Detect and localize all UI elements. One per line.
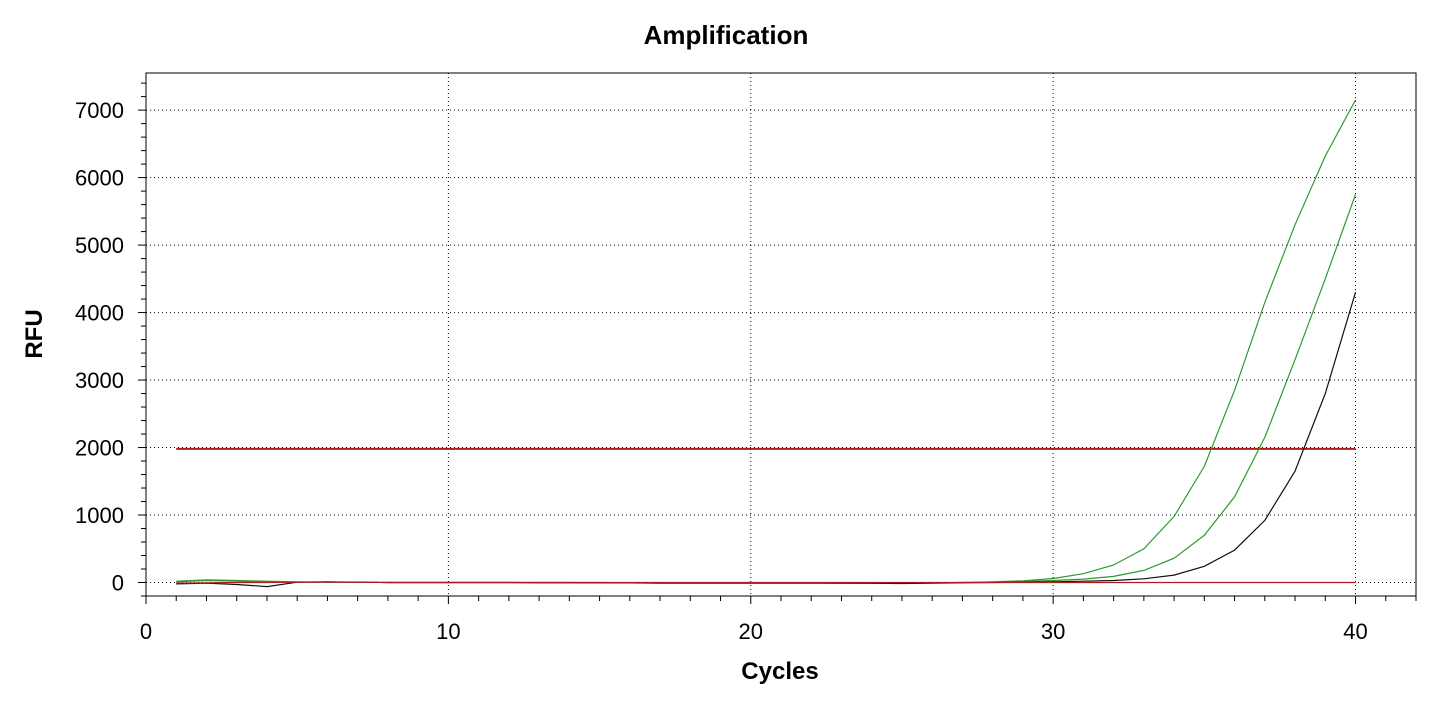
axis-ticks [138,82,1417,604]
series-line-3 [176,292,1357,588]
x-tick-label: 20 [739,619,763,644]
series-line-1 [176,99,1357,584]
x-tick-label: 40 [1343,619,1367,644]
y-tick-label: 7000 [75,98,124,123]
y-tick-label: 5000 [75,233,124,258]
x-tick-labels: 0 10 20 30 40 [140,619,1368,644]
y-tick-label: 4000 [75,301,124,326]
grid-lines [146,73,1416,596]
series-layer [176,99,1357,588]
y-tick-label: 3000 [75,368,124,393]
y-tick-labels: 0 1000 2000 3000 4000 5000 6000 7000 [75,98,124,595]
y-axis-label: RFU [21,309,48,358]
series-line-2 [176,194,1357,584]
x-axis-label: Cycles [741,658,818,685]
y-tick-label: 2000 [75,436,124,461]
plot-frame [145,72,1417,597]
y-tick-label: 1000 [75,503,124,528]
y-tick-label: 6000 [75,166,124,191]
series-line-4 [176,581,1356,584]
chart-title: Amplification [644,20,809,50]
x-tick-label: 30 [1041,619,1065,644]
y-tick-label: 0 [112,571,124,596]
x-tick-label: 10 [436,619,460,644]
x-tick-label: 0 [140,619,152,644]
